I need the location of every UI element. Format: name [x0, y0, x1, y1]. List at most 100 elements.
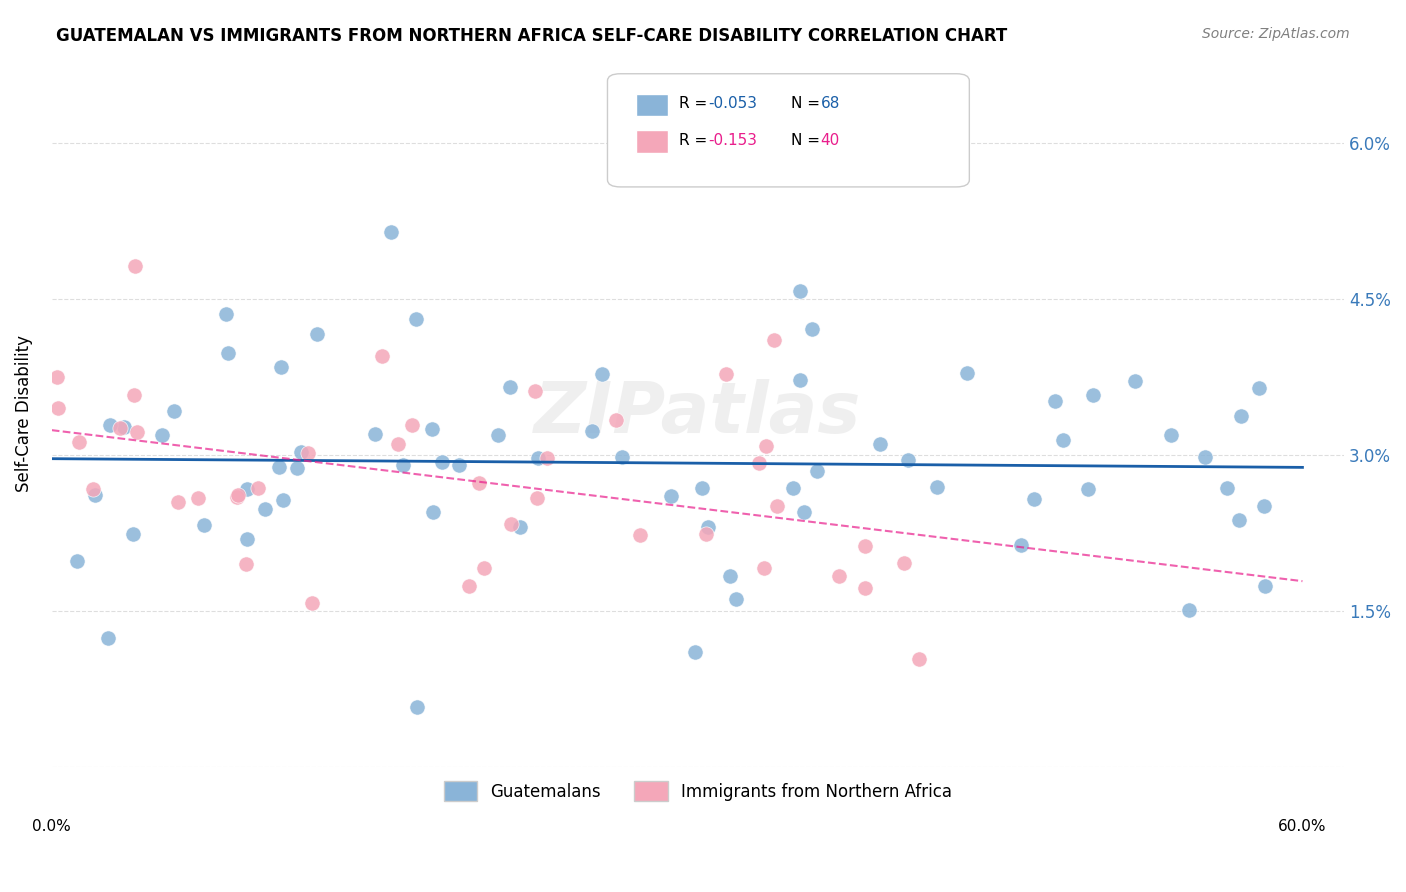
- Point: [67, 435, 90, 450]
- Point: [122, 527, 145, 541]
- Point: [853, 581, 876, 595]
- Point: [720, 569, 742, 583]
- Point: [1160, 427, 1182, 442]
- Text: -0.153: -0.153: [709, 134, 758, 148]
- Point: [486, 428, 509, 442]
- Text: -0.053: -0.053: [709, 96, 758, 111]
- Point: [420, 422, 443, 436]
- Text: Source: ZipAtlas.com: Source: ZipAtlas.com: [1202, 27, 1350, 41]
- Point: [927, 480, 949, 494]
- Point: [748, 457, 770, 471]
- Point: [806, 464, 828, 478]
- Point: [789, 284, 811, 298]
- Point: [1249, 381, 1271, 395]
- Point: [1022, 491, 1045, 506]
- Point: [458, 579, 481, 593]
- Point: [782, 481, 804, 495]
- Point: [163, 404, 186, 418]
- Point: [226, 488, 249, 502]
- Point: [226, 490, 249, 504]
- Point: [269, 460, 291, 475]
- Point: [270, 359, 292, 374]
- Point: [581, 424, 603, 438]
- Point: [447, 458, 470, 473]
- Point: [401, 417, 423, 432]
- Point: [97, 631, 120, 645]
- Point: [697, 519, 720, 533]
- Point: [290, 445, 312, 459]
- Point: [83, 488, 105, 502]
- Point: [1043, 393, 1066, 408]
- Point: [690, 481, 713, 495]
- Text: ZIPatlas: ZIPatlas: [534, 379, 862, 448]
- Point: [763, 333, 786, 347]
- Point: [695, 527, 717, 541]
- Point: [683, 645, 706, 659]
- Text: 68: 68: [821, 96, 841, 111]
- Point: [527, 451, 550, 466]
- Point: [125, 425, 148, 440]
- Point: [1254, 578, 1277, 592]
- Point: [108, 421, 131, 435]
- Point: [253, 501, 276, 516]
- Point: [536, 451, 558, 466]
- Point: [793, 505, 815, 519]
- Point: [869, 437, 891, 451]
- Point: [827, 569, 849, 583]
- Point: [166, 494, 188, 508]
- Point: [893, 556, 915, 570]
- Point: [193, 518, 215, 533]
- Point: [66, 554, 89, 568]
- Point: [659, 489, 682, 503]
- Point: [724, 591, 747, 606]
- Point: [297, 445, 319, 459]
- Point: [714, 368, 737, 382]
- Point: [122, 387, 145, 401]
- Point: [1077, 483, 1099, 497]
- Point: [789, 373, 811, 387]
- Point: [430, 455, 453, 469]
- Point: [124, 259, 146, 273]
- Point: [98, 417, 121, 432]
- Y-axis label: Self-Care Disability: Self-Care Disability: [15, 334, 32, 491]
- Point: [956, 367, 979, 381]
- Point: [392, 458, 415, 473]
- FancyBboxPatch shape: [636, 130, 668, 153]
- Point: [1253, 499, 1275, 513]
- Point: [1216, 481, 1239, 495]
- Point: [1123, 374, 1146, 388]
- Point: [422, 505, 444, 519]
- Point: [217, 346, 239, 360]
- Point: [1230, 409, 1253, 424]
- Text: 60.0%: 60.0%: [1278, 819, 1327, 834]
- Point: [468, 475, 491, 490]
- FancyBboxPatch shape: [636, 94, 668, 116]
- Point: [371, 349, 394, 363]
- Point: [1178, 602, 1201, 616]
- Point: [752, 561, 775, 575]
- Point: [499, 516, 522, 531]
- Point: [1194, 450, 1216, 464]
- Point: [46, 401, 69, 415]
- Point: [187, 491, 209, 505]
- Text: N =: N =: [792, 96, 825, 111]
- FancyBboxPatch shape: [607, 74, 969, 187]
- Point: [524, 384, 547, 398]
- Point: [1052, 434, 1074, 448]
- Point: [605, 413, 627, 427]
- Point: [236, 482, 259, 496]
- Point: [1227, 513, 1250, 527]
- Point: [380, 225, 402, 239]
- Point: [301, 596, 323, 610]
- Point: [46, 370, 69, 384]
- Point: [800, 322, 823, 336]
- Point: [246, 481, 269, 495]
- Point: [908, 651, 931, 665]
- Point: [235, 557, 257, 571]
- Text: 40: 40: [821, 134, 839, 148]
- Point: [387, 436, 409, 450]
- Text: R =: R =: [679, 134, 711, 148]
- Point: [755, 439, 778, 453]
- Text: GUATEMALAN VS IMMIGRANTS FROM NORTHERN AFRICA SELF-CARE DISABILITY CORRELATION C: GUATEMALAN VS IMMIGRANTS FROM NORTHERN A…: [56, 27, 1008, 45]
- Point: [405, 311, 427, 326]
